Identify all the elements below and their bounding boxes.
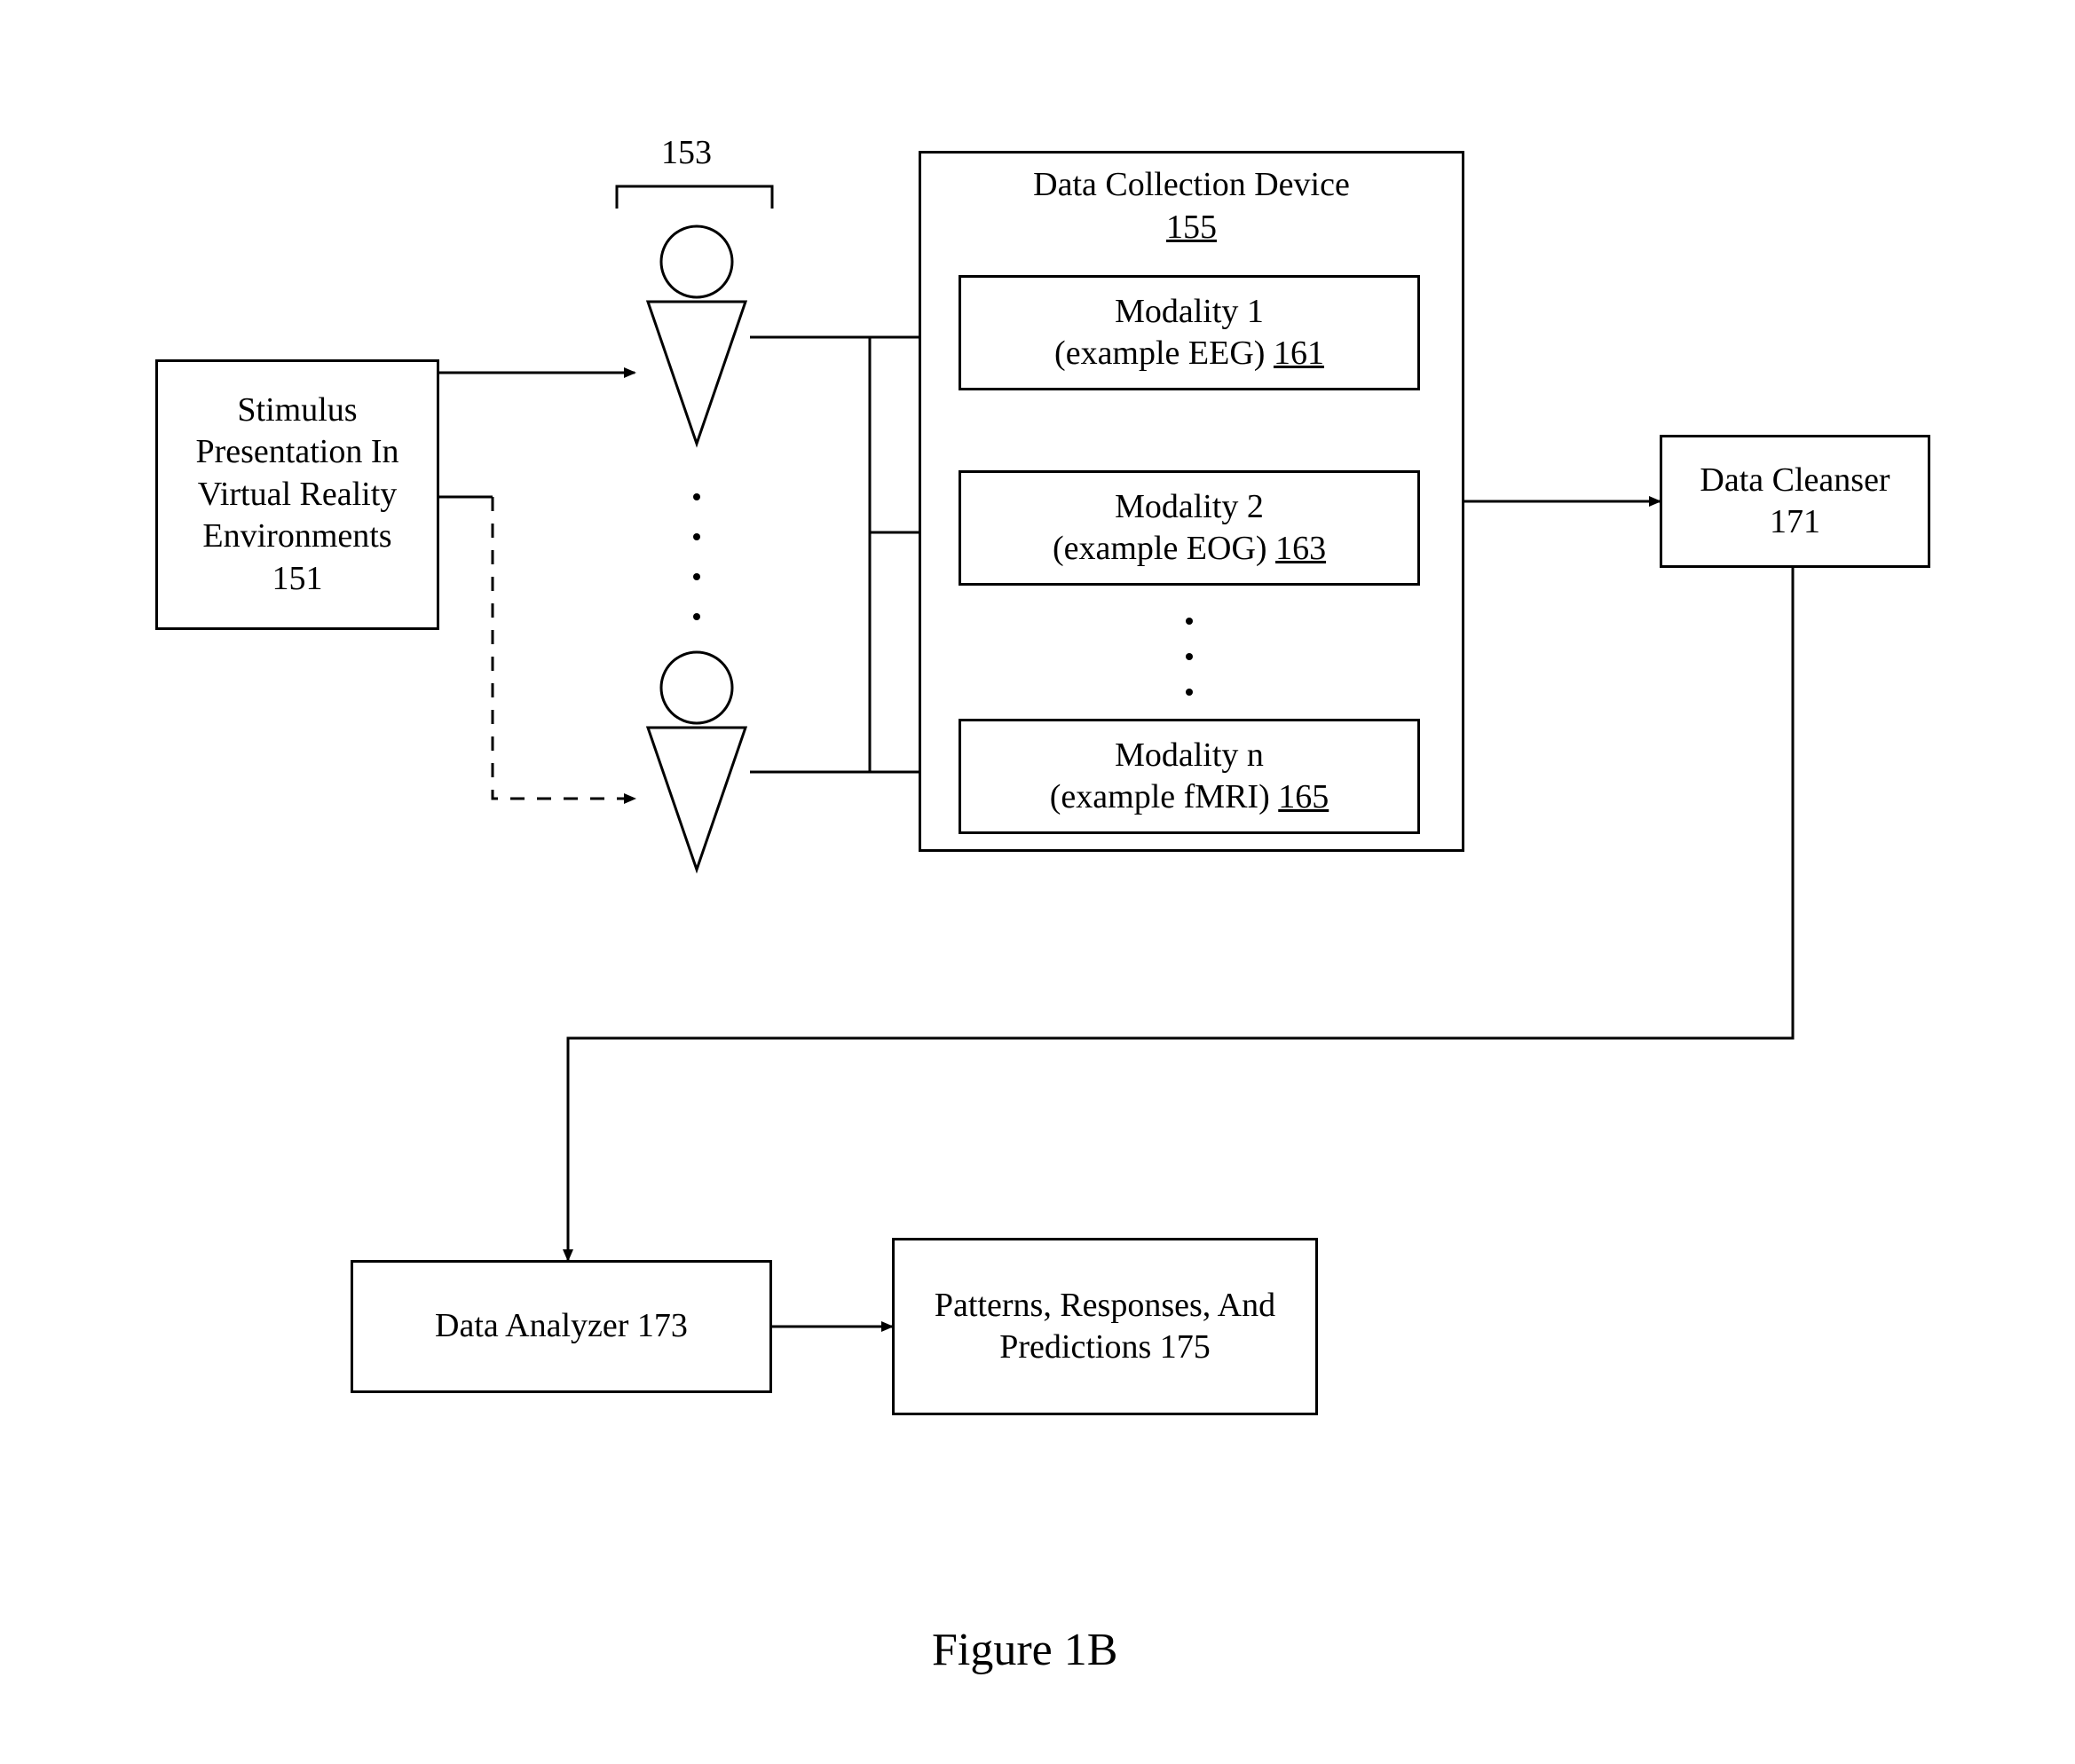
dcd-title-ref: 155	[1166, 209, 1217, 246]
stimulus-line1: Stimulus	[237, 390, 357, 432]
modality-1-box: Modality 1 (example EEG) 161	[959, 275, 1420, 390]
patterns-line1: Patterns, Responses, And	[935, 1285, 1275, 1327]
data-cleanser-box: Data Cleanser 171	[1660, 435, 1930, 568]
modality-2-line2: (example EOG) 163	[1053, 528, 1326, 571]
stimulus-box: Stimulus Presentation In Virtual Reality…	[155, 359, 439, 630]
modality-2-box: Modality 2 (example EOG) 163	[959, 470, 1420, 586]
stimulus-line3: Virtual Reality	[198, 474, 398, 516]
diagram-canvas: Stimulus Presentation In Virtual Reality…	[0, 0, 2075, 1764]
dcd-title-text: Data Collection Device	[1033, 166, 1350, 203]
modality-1-line1: Modality 1	[1115, 291, 1264, 334]
stimulus-line2: Presentation In	[195, 431, 398, 474]
cleanser-line2: 171	[1770, 501, 1820, 544]
modality-n-line2: (example fMRI) 165	[1050, 776, 1329, 819]
dcd-title: Data Collection Device 155	[921, 164, 1462, 248]
ref-label-153: 153	[661, 133, 712, 172]
modality-1-line2: (example EEG) 161	[1054, 333, 1324, 375]
patterns-line2: Predictions 175	[999, 1327, 1210, 1369]
analyzer-text: Data Analyzer 173	[435, 1305, 688, 1348]
data-analyzer-box: Data Analyzer 173	[351, 1260, 772, 1393]
modality-n-box: Modality n (example fMRI) 165	[959, 719, 1420, 834]
patterns-box: Patterns, Responses, And Predictions 175	[892, 1238, 1318, 1415]
modality-2-line1: Modality 2	[1115, 486, 1264, 529]
stimulus-line4: Environments	[202, 516, 391, 558]
modality-n-line1: Modality n	[1115, 735, 1264, 777]
stimulus-line5: 151	[272, 558, 323, 601]
cleanser-line1: Data Cleanser	[1700, 460, 1890, 502]
figure-caption: Figure 1B	[932, 1624, 1117, 1676]
